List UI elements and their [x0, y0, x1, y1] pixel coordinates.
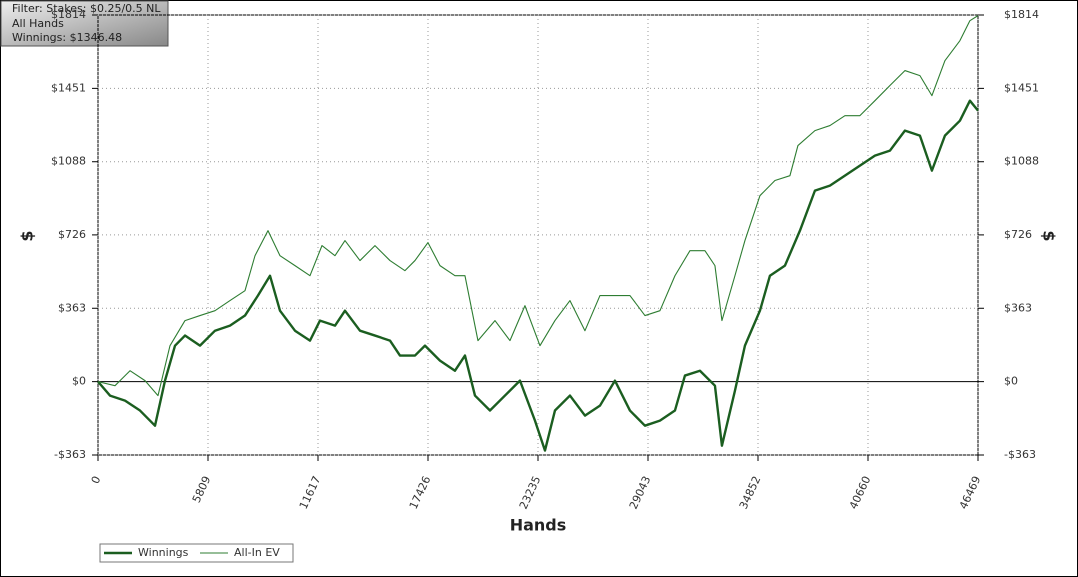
y-axis-label: $: [18, 230, 37, 241]
x-axis-label: Hands: [510, 516, 567, 535]
y-tick-label: $726: [58, 228, 86, 241]
info-line: Filter: Stakes: $0.25/0.5 NL: [12, 2, 161, 15]
info-line: All Hands: [12, 17, 64, 30]
y2-tick-label: $0: [1004, 375, 1018, 388]
y2-tick-label: $1088: [1004, 155, 1039, 168]
y-tick-label: $1451: [51, 81, 86, 94]
y2-axis-label: $: [1040, 230, 1059, 241]
legend-label: All-In EV: [234, 546, 280, 559]
info-background: [0, 0, 169, 47]
y2-tick-label: $726: [1004, 228, 1032, 241]
info-line: Winnings: $1346.48: [12, 31, 122, 44]
y-tick-label: $1088: [51, 155, 86, 168]
series-line: [97, 99, 979, 452]
legend: [99, 543, 294, 563]
y2-tick-label: $1814: [1004, 8, 1039, 21]
legend-label: Winnings: [138, 546, 189, 559]
series-line: [97, 15, 979, 397]
info-box: Filter: Stakes: $0.25/0.5 NL All Hands W…: [0, 0, 169, 47]
y-tick-label: $363: [58, 301, 86, 314]
y2-tick-label: $363: [1004, 301, 1032, 314]
y-tick-label: -$363: [54, 448, 86, 461]
y-tick-label: $1814: [51, 8, 86, 21]
y2-tick-label: -$363: [1004, 448, 1036, 461]
y2-tick-label: $1451: [1004, 81, 1039, 94]
x-tick-label: 0: [89, 474, 104, 486]
y-tick-label: $0: [72, 375, 86, 388]
